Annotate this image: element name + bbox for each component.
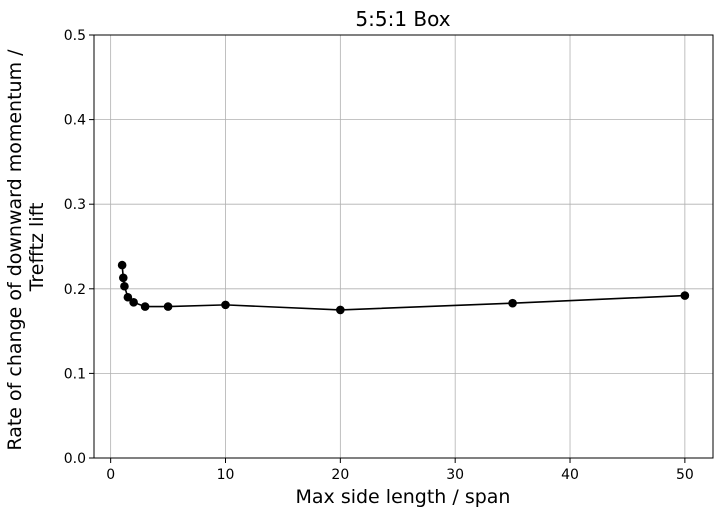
x-tick-label: 10	[217, 467, 235, 483]
data-point	[140, 302, 150, 311]
x-tick-label: 0	[106, 467, 115, 483]
data-point	[336, 305, 345, 315]
y-tick-label: 0.0	[64, 451, 86, 467]
y-tick-label: 0.5	[64, 28, 86, 44]
series-line	[121, 265, 685, 311]
y-tick-label: 0.1	[64, 366, 86, 382]
data-point	[221, 300, 230, 310]
y-tick-label: 0.3	[64, 197, 86, 213]
y-axis-label-line-2: Trefftz lift	[26, 203, 48, 293]
x-tick-label: 40	[561, 467, 579, 483]
y-tick-label: 0.4	[64, 113, 86, 129]
data-point	[129, 298, 138, 307]
data-point	[680, 291, 690, 300]
series-layer	[117, 260, 690, 315]
grid	[94, 34, 713, 459]
data-point	[163, 302, 173, 311]
y-axis-label: Rate of change of downward momentum / Tr…	[4, 43, 48, 450]
data-point	[508, 298, 517, 308]
chart-title: 5:5:1 Box	[355, 7, 450, 31]
x-tick-label: 50	[676, 467, 694, 483]
y-tick-label: 0.2	[64, 282, 86, 298]
x-tick-label: 20	[331, 467, 349, 483]
data-point	[120, 281, 129, 291]
x-axis-label: Max side length / span	[296, 486, 511, 508]
data-point	[117, 260, 127, 270]
data-point	[118, 273, 128, 283]
plot-area-frame	[93, 34, 714, 459]
x-tick-label: 30	[446, 467, 464, 483]
ticks: 0 10 20 30 40 50 0.0 0.1 0.2 0.3 0.4 0.5	[64, 28, 694, 483]
y-axis-label-line-1: Rate of change of downward momentum /	[4, 49, 26, 451]
data-point	[123, 292, 133, 302]
